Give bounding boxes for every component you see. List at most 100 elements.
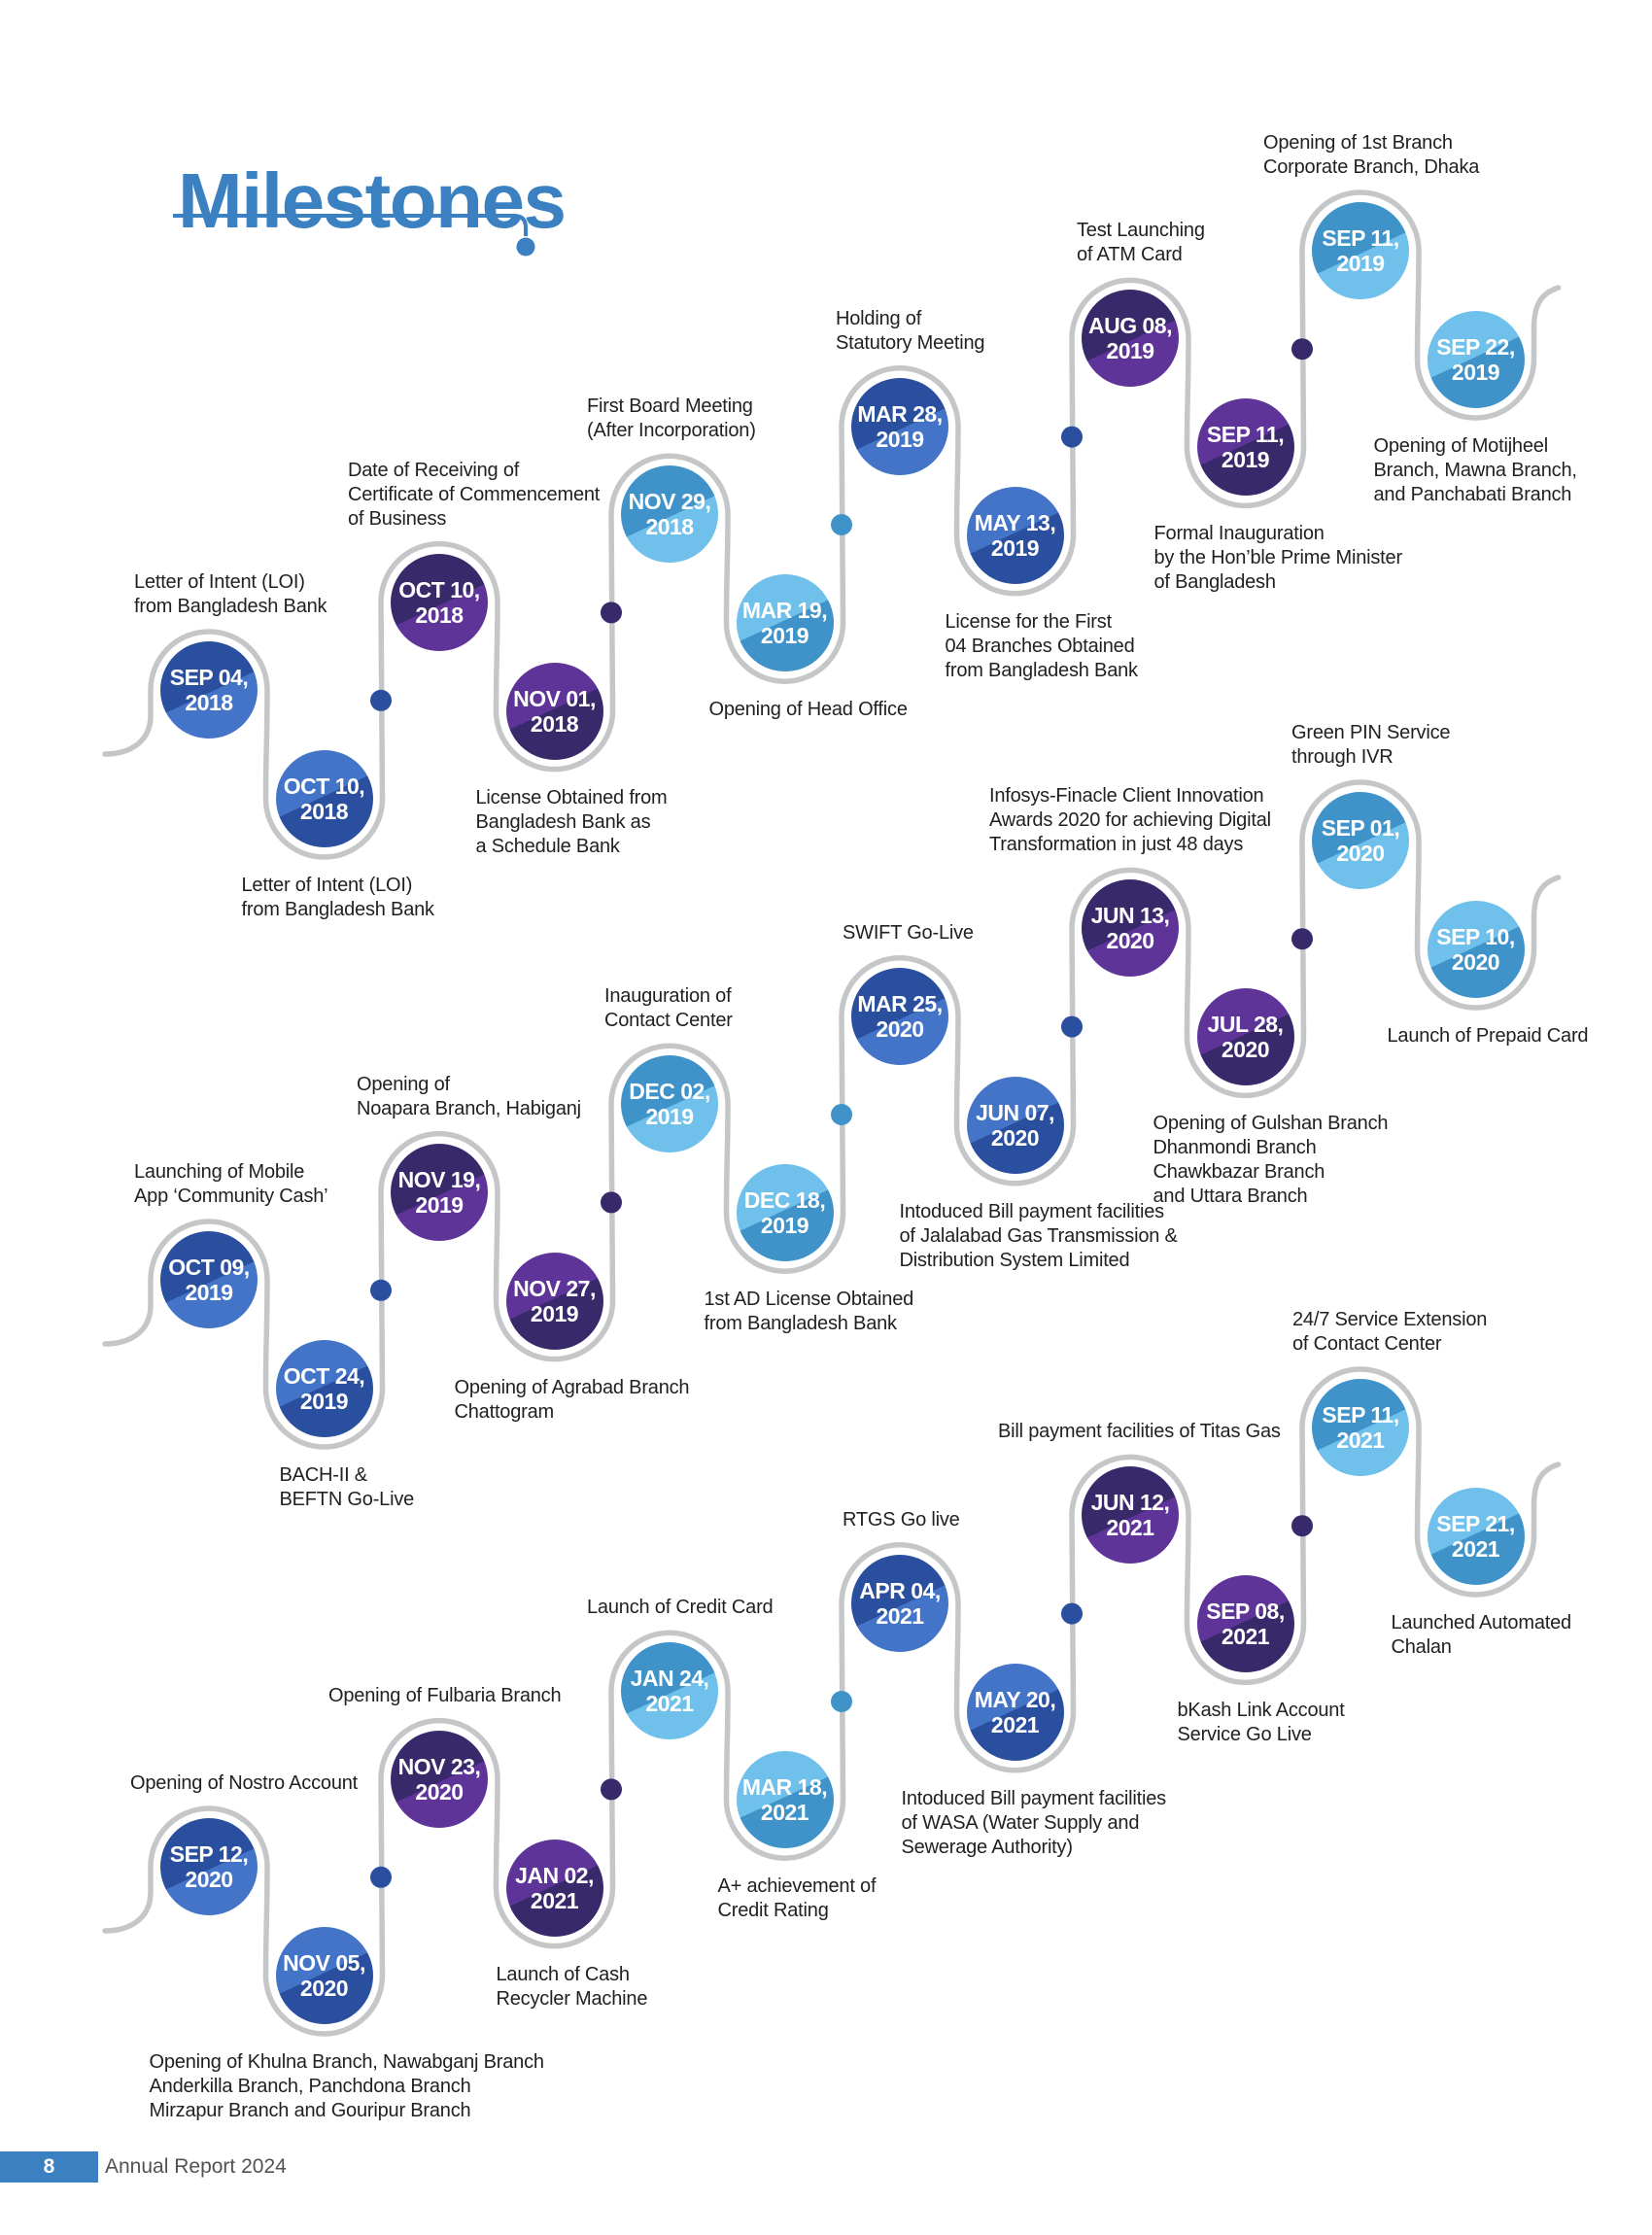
milestone-date: MAR 19, xyxy=(741,598,828,624)
milestone-bubble: SEP 10, 2020 xyxy=(1427,901,1525,998)
milestone-date: NOV 05, xyxy=(283,1950,365,1976)
milestone-bubble: DEC 18, 2019 xyxy=(736,1164,834,1262)
milestone-label: Intoduced Bill payment facilities of Jal… xyxy=(899,1200,1178,1271)
milestone-date: OCT 24, xyxy=(283,1363,365,1389)
milestone-date: MAY 20, xyxy=(974,1686,1056,1712)
milestone-bubble: SEP 11, 2019 xyxy=(1196,398,1294,497)
milestone-year: 2019 xyxy=(1221,447,1270,473)
milestone-label: Inauguration of Contact Center xyxy=(604,985,733,1032)
milestone-year: 2021 xyxy=(1451,1536,1500,1562)
milestone-label: Opening of Fulbaria Branch xyxy=(328,1684,562,1706)
milestone-bubble: OCT 10, 2018 xyxy=(391,553,488,651)
milestone-bubble: JAN 24, 2021 xyxy=(621,1642,718,1740)
milestone-date: NOV 23, xyxy=(397,1753,481,1779)
milestone-bubble: JUN 13, 2020 xyxy=(1082,879,1179,978)
milestone-year: 2018 xyxy=(530,710,579,737)
milestone-year: 2018 xyxy=(185,690,233,715)
milestone-bubble: NOV 27, 2019 xyxy=(505,1252,603,1350)
milestone-date: NOV 01, xyxy=(513,685,596,711)
milestone-date: JUL 28, xyxy=(1207,1012,1284,1038)
milestone-bubble: SEP 04, 2018 xyxy=(160,641,258,739)
connector-dot xyxy=(831,1104,852,1125)
milestone-year: 2019 xyxy=(760,623,809,649)
milestone-year: 2021 xyxy=(990,1711,1040,1737)
milestone-label: Launching of Mobile App ‘Community Cash’ xyxy=(134,1161,328,1207)
connector-dot xyxy=(1061,426,1083,448)
milestone-label: Letter of Intent (LOI) from Bangladesh B… xyxy=(134,571,327,617)
milestone-year: 2018 xyxy=(299,799,349,824)
connector-dot xyxy=(1061,1015,1083,1038)
milestone-date: SEP 22, xyxy=(1436,334,1515,360)
milestone-year: 2021 xyxy=(645,1691,694,1717)
milestone-bubble: DEC 02, 2019 xyxy=(621,1055,718,1153)
milestone-label: Infosys-Finacle Client Innovation Awards… xyxy=(989,785,1271,856)
connector-dot xyxy=(601,602,622,624)
milestone-year: 2020 xyxy=(1106,928,1154,954)
milestone-date: SEP 11, xyxy=(1206,422,1285,448)
milestone-label: Launch of Cash Recycler Machine xyxy=(496,1963,648,2010)
milestone-label: Opening of 1st Branch Corporate Branch, … xyxy=(1263,132,1480,178)
connector-dot xyxy=(370,1279,392,1301)
milestone-bubble: SEP 11, 2019 xyxy=(1312,202,1409,299)
connector-dot xyxy=(601,1778,622,1801)
milestone-bubble: SEP 01, 2020 xyxy=(1312,792,1409,889)
connector-dot xyxy=(601,1191,622,1214)
milestone-label: 1st AD License Obtained from Bangladesh … xyxy=(704,1289,914,1335)
connector-dot xyxy=(370,689,392,711)
milestone-label: Opening of Khulna Branch, Nawabganj Bran… xyxy=(149,2051,545,2121)
milestone-bubble: MAR 18, 2021 xyxy=(736,1751,834,1849)
milestone-bubble: JUN 07, 2020 xyxy=(966,1076,1064,1174)
connector-dot xyxy=(831,1691,852,1712)
milestone-label: Test Launching of ATM Card xyxy=(1077,220,1205,266)
milestone-year: 2019 xyxy=(760,1213,809,1239)
milestone-date: OCT 10, xyxy=(398,576,480,602)
milestone-year: 2019 xyxy=(990,534,1040,561)
milestone-date: OCT 09, xyxy=(168,1255,250,1280)
milestone-date: SEP 10, xyxy=(1436,924,1515,949)
milestone-bubble: OCT 10, 2018 xyxy=(275,750,373,847)
milestone-date: SEP 01, xyxy=(1321,815,1400,841)
milestone-date: SEP 11, xyxy=(1322,225,1399,251)
title-underline xyxy=(173,214,528,236)
milestone-label: Opening of Agrabad Branch Chattogram xyxy=(454,1376,690,1423)
milestone-date: JUN 13, xyxy=(1090,903,1170,929)
milestone-year: 2021 xyxy=(760,1800,809,1826)
milestone-year: 2021 xyxy=(1221,1624,1270,1650)
milestone-label: Launched Automated Chalan xyxy=(1391,1612,1572,1658)
milestone-label: Opening of Head Office xyxy=(708,699,908,721)
milestone-date: JAN 02, xyxy=(515,1862,594,1888)
milestone-date: SEP 04, xyxy=(169,665,249,690)
milestone-label: Opening of Nostro Account xyxy=(130,1772,359,1794)
connector-dot xyxy=(831,514,852,535)
milestone-label: Bill payment facilities of Titas Gas xyxy=(998,1421,1281,1443)
milestone-bubble: JAN 02, 2021 xyxy=(505,1839,603,1937)
milestone-date: SEP 21, xyxy=(1436,1511,1515,1536)
milestone-year: 2019 xyxy=(185,1280,233,1305)
milestone-date: SEP 08, xyxy=(1206,1599,1285,1625)
milestone-label: Holding of Statutory Meeting xyxy=(836,307,985,354)
title-underline-dot xyxy=(516,237,535,257)
milestone-label: Opening of Motijheel Branch, Mawna Branc… xyxy=(1373,435,1577,505)
milestone-date: NOV 29, xyxy=(628,489,711,515)
milestone-bubble: OCT 24, 2019 xyxy=(275,1340,373,1437)
milestone-date: DEC 18, xyxy=(743,1187,826,1214)
milestone-year: 2019 xyxy=(299,1389,349,1414)
milestone-bubble: SEP 21, 2021 xyxy=(1427,1488,1525,1585)
milestone-label: A+ achievement of Credit Rating xyxy=(717,1875,877,1922)
milestone-bubble: SEP 11, 2021 xyxy=(1312,1379,1409,1476)
milestone-year: 2018 xyxy=(415,602,464,628)
milestone-date: NOV 27, xyxy=(513,1275,596,1301)
connector-dot xyxy=(1061,1602,1083,1625)
milestone-date: MAY 13, xyxy=(974,509,1056,535)
milestone-date: JAN 24, xyxy=(630,1666,709,1692)
milestone-bubble: NOV 05, 2020 xyxy=(275,1927,373,2024)
milestone-bubble: MAY 13, 2019 xyxy=(966,486,1064,584)
report-title: Annual Report 2024 xyxy=(105,2155,287,2178)
milestone-year: 2019 xyxy=(1451,360,1500,385)
milestone-year: 2021 xyxy=(1336,1427,1385,1453)
milestone-year: 2020 xyxy=(185,1867,233,1892)
milestone-date: DEC 02, xyxy=(629,1079,710,1105)
page-number-badge: 8 xyxy=(0,2151,98,2183)
milestone-bubble: AUG 08, 2019 xyxy=(1082,290,1179,388)
